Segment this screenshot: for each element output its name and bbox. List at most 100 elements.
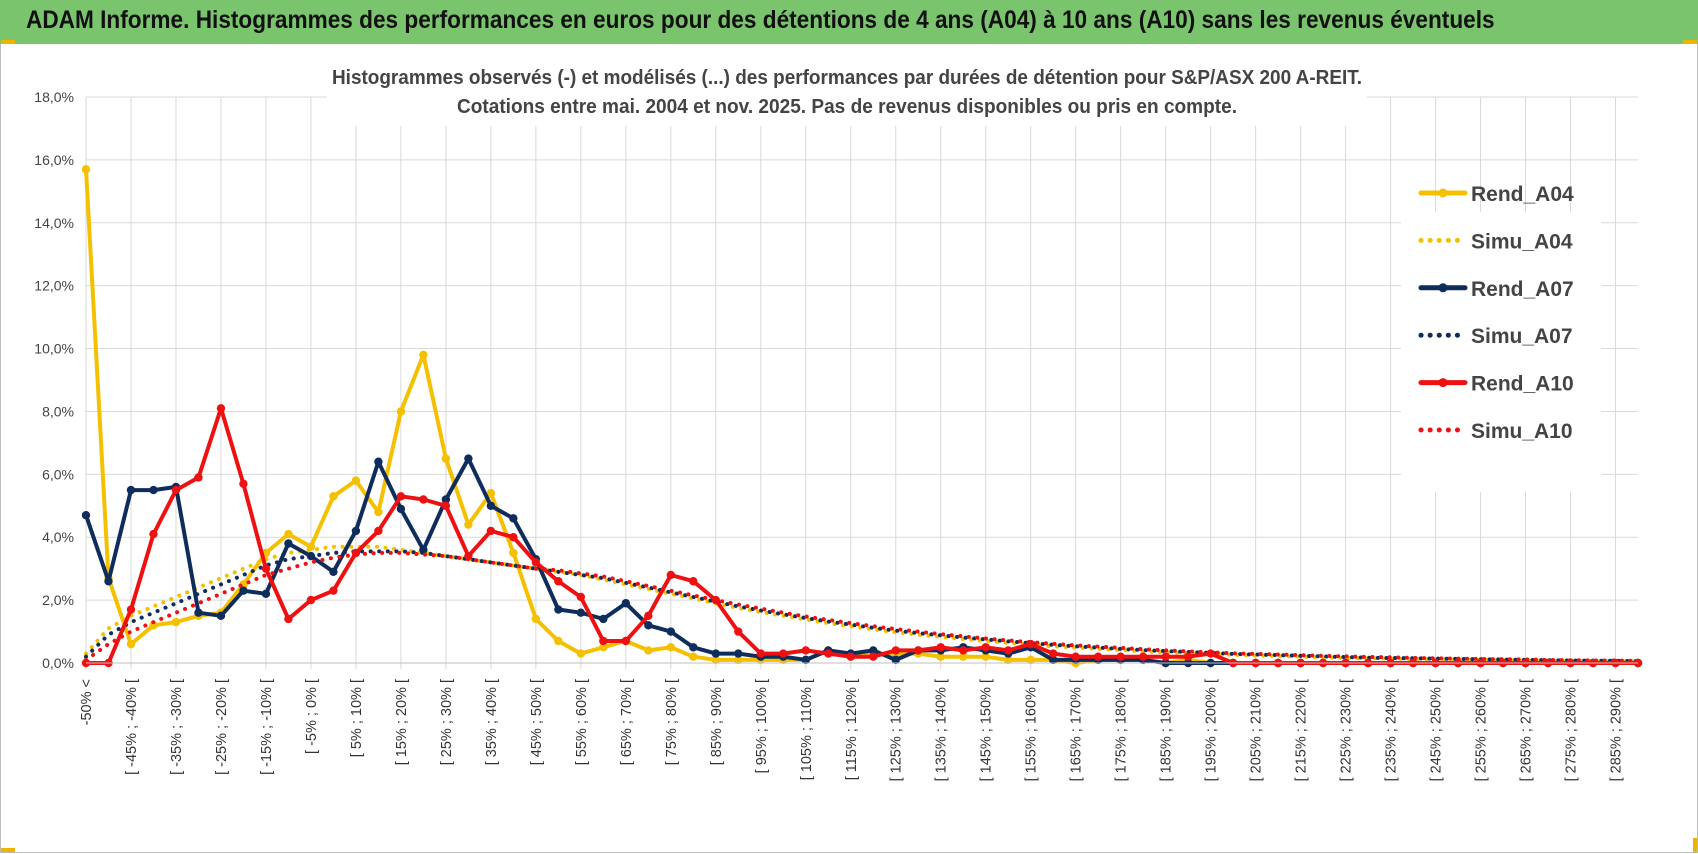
- data-point-rend-a04: [396, 407, 406, 416]
- data-point-rend-a10: [621, 636, 631, 646]
- data-point-rend-a04: [666, 643, 676, 652]
- x-tick-label: [ 15% ; 20% [: [394, 679, 410, 765]
- title-background: [327, 56, 1367, 126]
- data-point-rend-a10: [396, 492, 406, 501]
- x-tick-label: [ -5% ; 0% [: [304, 679, 320, 754]
- data-point-rend-a10: [554, 577, 563, 586]
- legend-label-simu-a10: Simu_A10: [1471, 420, 1573, 443]
- x-tick-label: [ 45% ; 50% [: [529, 679, 545, 765]
- data-point-rend-a07: [576, 608, 586, 617]
- x-tick-label: [ 5% ; 10% [: [349, 679, 365, 757]
- corner-mark-bottom-right: [1693, 838, 1697, 852]
- data-point-rend-a10: [509, 533, 518, 542]
- data-point-rend-a10: [869, 652, 878, 661]
- chart-area: 0,0% 2,0% 4,0% 6,0% 8,0% 10,0% 12,0% 14,0% 16,0%…: [34, 56, 1643, 781]
- data-point-rend-a07: [239, 586, 248, 595]
- x-tick-label: [ 135% ; 140% [: [934, 679, 950, 781]
- data-point-rend-a07: [801, 655, 810, 665]
- data-point-rend-a07: [689, 643, 698, 652]
- data-point-rend-a10: [959, 646, 968, 655]
- x-tick-label: [ -15% ; -10% [: [259, 679, 275, 775]
- data-point-rend-a10: [824, 649, 833, 658]
- corner-mark-top-right: [1683, 40, 1697, 44]
- data-point-rend-a10: [1138, 652, 1148, 661]
- data-point-rend-a04: [981, 652, 990, 661]
- data-point-rend-a10: [914, 646, 923, 655]
- data-point-rend-a07: [486, 501, 496, 510]
- data-point-rend-a10: [891, 646, 900, 655]
- y-tick-label: 18,0%: [34, 89, 74, 105]
- chart-title: Histogrammes observés (-) et modélisés (…: [332, 67, 1362, 89]
- data-point-rend-a10: [171, 485, 181, 495]
- data-point-rend-a10: [1161, 652, 1170, 661]
- data-point-rend-a07: [81, 511, 91, 520]
- report-banner: ADAM Informe. Histogrammes des performan…: [0, 0, 1698, 44]
- y-tick-label: 16,0%: [34, 152, 74, 168]
- data-point-rend-a10: [1048, 649, 1058, 658]
- y-tick-label: 4,0%: [42, 529, 74, 545]
- data-point-rend-a10: [149, 529, 158, 539]
- legend-label-rend-a04: Rend_A04: [1471, 183, 1574, 206]
- legend-marker-rend-a07: [1438, 283, 1448, 293]
- axes: 0,0% 2,0% 4,0% 6,0% 8,0% 10,0% 12,0% 14,0% 16,0%…: [34, 89, 1638, 781]
- x-tick-label: -50% <: [79, 679, 95, 725]
- data-point-rend-a04: [464, 520, 473, 529]
- x-tick-label: [ 165% ; 170% [: [1069, 679, 1085, 781]
- data-point-rend-a04: [734, 655, 743, 665]
- corner-mark-bottom-left: [1, 848, 15, 852]
- x-tick-label: [ 75% ; 80% [: [664, 679, 680, 765]
- data-point-rend-a10: [981, 643, 990, 652]
- data-point-rend-a10: [779, 649, 788, 658]
- data-point-rend-a04: [351, 476, 361, 485]
- data-point-rend-a07: [261, 589, 271, 599]
- data-point-rend-a04: [419, 350, 428, 360]
- grid-lines: [85, 96, 1638, 669]
- x-tick-label: [ 245% ; 250% [: [1429, 679, 1445, 781]
- series-line-simu-a07: [84, 549, 1640, 664]
- x-tick-label: [ -25% ; -20% [: [214, 679, 230, 775]
- data-point-rend-a10: [846, 652, 855, 661]
- data-point-rend-a10: [531, 558, 541, 567]
- data-point-rend-a10: [1004, 646, 1013, 655]
- x-tick-label: [ 55% ; 60% [: [574, 679, 590, 765]
- data-point-rend-a10: [1183, 652, 1193, 661]
- data-point-rend-a04: [531, 614, 541, 624]
- data-point-rend-a10: [1071, 652, 1080, 661]
- data-point-rend-a10: [644, 611, 653, 621]
- data-point-rend-a10: [126, 605, 136, 614]
- data-point-rend-a07: [284, 539, 293, 548]
- data-point-rend-a10: [599, 636, 608, 646]
- data-point-rend-a10: [239, 479, 248, 488]
- data-point-rend-a10: [1116, 652, 1125, 661]
- data-point-rend-a07: [554, 605, 563, 614]
- data-point-rend-a10: [284, 614, 293, 624]
- data-point-rend-a10: [329, 586, 338, 595]
- data-point-rend-a10: [576, 592, 586, 602]
- chart-frame: 0,0% 2,0% 4,0% 6,0% 8,0% 10,0% 12,0% 14,0% 16,0%…: [0, 40, 1698, 853]
- y-tick-label: 12,0%: [34, 278, 74, 294]
- data-point-rend-a10: [306, 595, 316, 605]
- data-point-rend-a10: [486, 526, 496, 536]
- data-point-rend-a07: [464, 454, 473, 463]
- data-point-rend-a10: [374, 526, 383, 536]
- data-point-rend-a04: [126, 639, 136, 649]
- data-point-rend-a07: [374, 457, 383, 466]
- x-tick-label: [ 95% ; 100% [: [754, 679, 770, 773]
- legend-label-rend-a10: Rend_A10: [1471, 373, 1574, 396]
- chart-subtitle: Cotations entre mai. 2004 et nov. 2025. …: [457, 96, 1237, 118]
- data-point-rend-a04: [149, 621, 158, 630]
- data-point-rend-a07: [126, 485, 136, 495]
- x-tick-label: [ 175% ; 180% [: [1114, 679, 1130, 781]
- data-point-rend-a07: [891, 655, 900, 665]
- data-point-rend-a04: [441, 454, 451, 463]
- data-point-rend-a07: [149, 485, 158, 495]
- data-point-rend-a10: [194, 473, 203, 482]
- data-point-rend-a10: [441, 501, 451, 510]
- data-point-rend-a04: [1026, 655, 1035, 665]
- data-point-rend-a04: [711, 655, 720, 665]
- data-point-rend-a07: [711, 649, 720, 658]
- series-line-simu-a10: [84, 550, 1640, 663]
- x-tick-label: [ 275% ; 280% [: [1564, 679, 1580, 781]
- x-tick-label: [ 205% ; 210% [: [1249, 679, 1265, 781]
- data-point-rend-a04: [644, 646, 653, 655]
